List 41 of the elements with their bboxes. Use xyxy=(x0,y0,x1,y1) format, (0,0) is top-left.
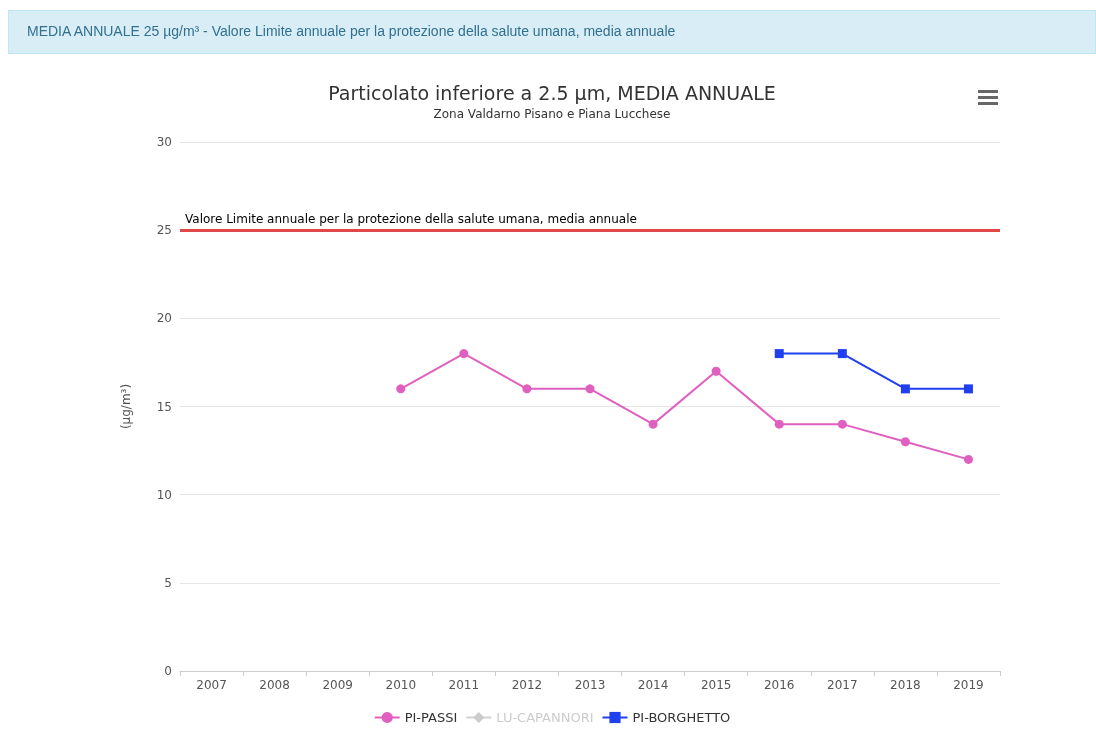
x-tick-label: 2015 xyxy=(700,678,732,692)
point xyxy=(585,384,595,394)
x-tick-label: 2012 xyxy=(511,678,543,692)
y-tick-label: 15 xyxy=(156,399,172,414)
x-tick-label: 2014 xyxy=(637,678,669,692)
point xyxy=(900,437,910,447)
y-axis-title: (µg/m³) xyxy=(119,383,133,430)
point xyxy=(396,384,406,394)
point xyxy=(837,349,847,359)
point xyxy=(774,349,784,359)
point xyxy=(648,419,658,429)
point xyxy=(711,366,721,376)
x-tick-label: 2011 xyxy=(448,678,480,692)
x-tick-label: 2017 xyxy=(827,678,858,692)
point xyxy=(774,419,784,429)
ref-line-label: Valore Limite annuale per la protezione della salute umana, media annuale xyxy=(185,212,637,227)
legend-label: PI-BORGHETTO xyxy=(632,710,731,725)
point xyxy=(963,384,973,394)
x-tick-label: 2013 xyxy=(574,678,606,692)
y-tick-label: 25 xyxy=(156,223,172,238)
x-tick-label: 2010 xyxy=(385,678,417,692)
x-tick-label: 2009 xyxy=(322,678,353,692)
y-tick-label: 10 xyxy=(156,487,172,502)
chart-subtitle: Zona Valdarno Pisano e Piana Lucchese xyxy=(433,107,671,121)
point xyxy=(459,349,469,359)
y-tick-label: 20 xyxy=(156,311,172,326)
point xyxy=(963,454,973,464)
x-tick-label: 2016 xyxy=(763,678,795,692)
y-tick-label: 0 xyxy=(164,664,172,678)
text: MEDIA ANNUALE 25 µg/m³ - Valore Limite annuale per la protezione della salute umana, media annuale xyxy=(8,10,1096,54)
x-tick-label: 2008 xyxy=(259,678,290,692)
legend-label: PI-PASSI xyxy=(404,710,458,725)
point xyxy=(522,384,532,394)
x-tick-label: 2018 xyxy=(890,678,921,692)
x-tick-label: 2019 xyxy=(953,678,984,692)
y-tick-label: 30 xyxy=(156,135,172,149)
chart-title: Particolato inferiore a 2.5 µm, MEDIA ANNUALE xyxy=(328,81,776,104)
y-tick-label: 5 xyxy=(164,575,172,590)
x-tick-label: 2007 xyxy=(196,678,227,692)
point xyxy=(900,384,910,394)
point xyxy=(837,419,847,429)
